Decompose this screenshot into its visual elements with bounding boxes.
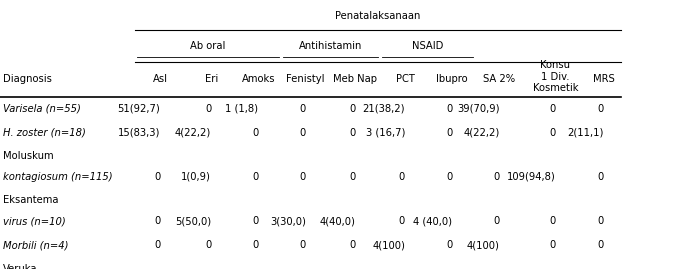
Text: 0: 0 xyxy=(446,172,453,182)
Text: 0: 0 xyxy=(299,172,306,182)
Text: SA 2%: SA 2% xyxy=(484,74,515,84)
Text: 4(22,2): 4(22,2) xyxy=(175,128,211,138)
Text: 39(70,9): 39(70,9) xyxy=(457,104,500,114)
Text: 0: 0 xyxy=(446,104,453,114)
Text: 109(94,8): 109(94,8) xyxy=(506,172,555,182)
Text: 0: 0 xyxy=(493,216,500,226)
Text: 0: 0 xyxy=(299,240,306,250)
Text: PCT: PCT xyxy=(395,74,415,84)
Text: 0: 0 xyxy=(349,172,355,182)
Text: 4(40,0): 4(40,0) xyxy=(319,216,355,226)
Text: Amoks: Amoks xyxy=(241,74,275,84)
Text: 0: 0 xyxy=(598,104,604,114)
Text: Ibupro: Ibupro xyxy=(437,74,468,84)
Text: Meb Nap: Meb Nap xyxy=(333,74,377,84)
Text: 0: 0 xyxy=(598,216,604,226)
Text: MRS: MRS xyxy=(593,74,615,84)
Text: 0: 0 xyxy=(493,172,500,182)
Text: 21(38,2): 21(38,2) xyxy=(362,104,405,114)
Text: Konsu
1 Div.
Kosmetik: Konsu 1 Div. Kosmetik xyxy=(533,60,578,93)
Text: H. zoster (n=18): H. zoster (n=18) xyxy=(3,128,86,138)
Text: 0: 0 xyxy=(205,240,211,250)
Text: Penatalaksanaan: Penatalaksanaan xyxy=(335,11,420,21)
Text: Antihistamin: Antihistamin xyxy=(299,41,362,51)
Text: 15(83,3): 15(83,3) xyxy=(118,128,160,138)
Text: 0: 0 xyxy=(299,104,306,114)
Text: 0: 0 xyxy=(598,172,604,182)
Text: 3(30,0): 3(30,0) xyxy=(270,216,306,226)
Text: 0: 0 xyxy=(349,104,355,114)
Text: Fenistyl: Fenistyl xyxy=(286,74,325,84)
Text: 51(92,7): 51(92,7) xyxy=(118,104,160,114)
Text: Morbili (n=4): Morbili (n=4) xyxy=(3,240,68,250)
Text: 0: 0 xyxy=(252,128,259,138)
Text: Ab oral: Ab oral xyxy=(190,41,226,51)
Text: 0: 0 xyxy=(349,128,355,138)
Text: 0: 0 xyxy=(549,240,555,250)
Text: 0: 0 xyxy=(252,240,259,250)
Text: 0: 0 xyxy=(205,104,211,114)
Text: Veruka: Veruka xyxy=(3,264,37,269)
Text: Diagnosis: Diagnosis xyxy=(3,74,52,84)
Text: 5(50,0): 5(50,0) xyxy=(175,216,211,226)
Text: 0: 0 xyxy=(154,240,160,250)
Text: NSAID: NSAID xyxy=(412,41,443,51)
Text: 0: 0 xyxy=(446,128,453,138)
Text: Moluskum: Moluskum xyxy=(3,151,53,161)
Text: 1(0,9): 1(0,9) xyxy=(181,172,211,182)
Text: 2(11,1): 2(11,1) xyxy=(567,128,604,138)
Text: 0: 0 xyxy=(549,216,555,226)
Text: 0: 0 xyxy=(399,216,405,226)
Text: 0: 0 xyxy=(549,128,555,138)
Text: 0: 0 xyxy=(549,104,555,114)
Text: 4(22,2): 4(22,2) xyxy=(463,128,500,138)
Text: Eksantema: Eksantema xyxy=(3,195,58,205)
Text: 0: 0 xyxy=(598,240,604,250)
Text: 4(100): 4(100) xyxy=(372,240,405,250)
Text: Varisela (n=55): Varisela (n=55) xyxy=(3,104,81,114)
Text: 1 (1,8): 1 (1,8) xyxy=(226,104,259,114)
Text: 4 (40,0): 4 (40,0) xyxy=(413,216,453,226)
Text: 0: 0 xyxy=(349,240,355,250)
Text: Asl: Asl xyxy=(153,74,168,84)
Text: Eri: Eri xyxy=(204,74,218,84)
Text: 3 (16,7): 3 (16,7) xyxy=(366,128,405,138)
Text: 0: 0 xyxy=(299,128,306,138)
Text: 0: 0 xyxy=(154,216,160,226)
Text: virus (n=10): virus (n=10) xyxy=(3,216,66,226)
Text: 0: 0 xyxy=(446,240,453,250)
Text: 0: 0 xyxy=(252,172,259,182)
Text: kontagiosum (n=115): kontagiosum (n=115) xyxy=(3,172,112,182)
Text: 0: 0 xyxy=(252,216,259,226)
Text: 4(100): 4(100) xyxy=(466,240,500,250)
Text: 0: 0 xyxy=(154,172,160,182)
Text: 0: 0 xyxy=(399,172,405,182)
